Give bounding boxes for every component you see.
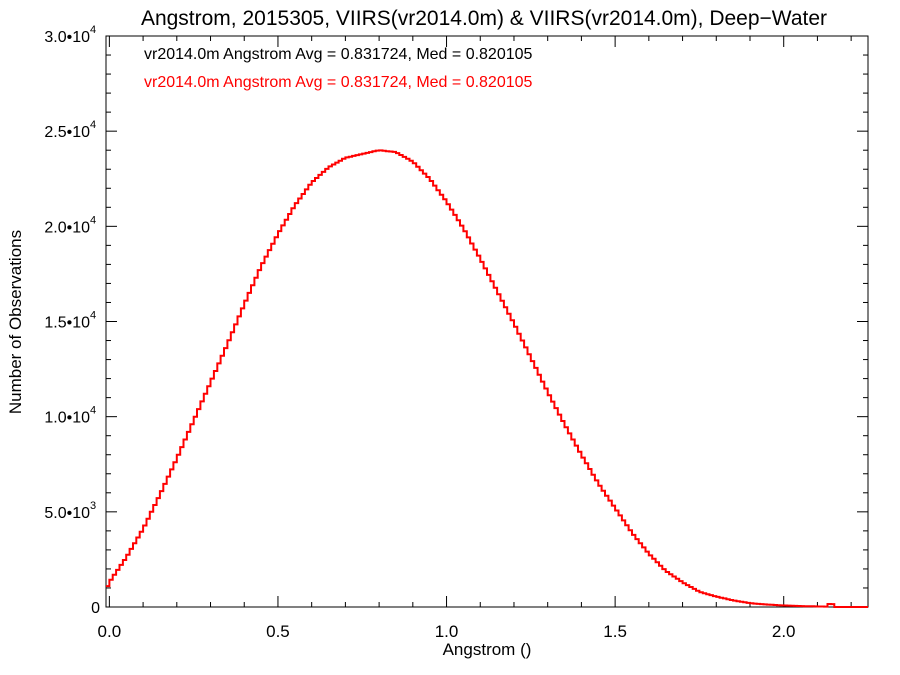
y-tick-label: 2.5•10 (44, 124, 90, 141)
x-tick-label: 1.5 (603, 622, 627, 641)
y-tick-mantissa: 3.0•10 (44, 29, 90, 46)
y-tick-mantissa: 1.5•10 (44, 315, 90, 332)
legend: vr2014.0m Angstrom Avg = 0.831724, Med =… (144, 46, 533, 91)
y-tick-exponent: 4 (90, 119, 96, 131)
y-tick-exponent: 4 (90, 24, 96, 36)
y-axis-label: Number of Observations (6, 230, 25, 414)
plot-frame (105, 35, 869, 608)
axis-ticks (106, 35, 868, 608)
x-tick-label: 2.0 (772, 622, 796, 641)
y-tick-label: 0 (91, 600, 100, 617)
y-tick-mantissa: 2.0•10 (44, 219, 90, 236)
y-tick-mantissa: 0 (91, 600, 100, 617)
y-tick-exponent: 4 (90, 405, 96, 417)
y-tick-labels: 05.0•10 31.0•10 41.5•10 42.0•10 42.5•10 43.0•… (44, 24, 100, 617)
y-tick-mantissa: 1.0•10 (44, 410, 90, 427)
legend-entry-2: vr2014.0m Angstrom Avg = 0.831724, Med =… (144, 74, 533, 91)
chart-title: Angstrom, 2015305, VIIRS(vr2014.0m) & VI… (141, 7, 827, 30)
y-tick-label: 3.0•10 (44, 29, 90, 46)
y-tick-label: 1.5•10 (44, 315, 90, 332)
y-tick-exponent: 4 (90, 214, 96, 226)
x-tick-label: 1.0 (435, 622, 459, 641)
histogram-series-1 (106, 149, 868, 608)
x-tick-label: 0.0 (98, 622, 122, 641)
y-tick-exponent: 3 (90, 500, 96, 512)
series-group (106, 149, 868, 608)
legend-entry-1: vr2014.0m Angstrom Avg = 0.831724, Med =… (144, 46, 533, 63)
x-tick-labels: 0.0 0.5 1.0 1.5 2.0 (98, 622, 796, 641)
y-tick-mantissa: 5.0•10 (44, 505, 90, 522)
y-tick-label: 5.0•10 (44, 505, 90, 522)
x-tick-label: 0.5 (266, 622, 290, 641)
y-tick-mantissa: 2.5•10 (44, 124, 90, 141)
y-tick-exponent: 4 (90, 310, 96, 322)
y-tick-label: 2.0•10 (44, 219, 90, 236)
y-tick-label: 1.0•10 (44, 410, 90, 427)
x-axis-label: Angstrom () (443, 640, 532, 659)
